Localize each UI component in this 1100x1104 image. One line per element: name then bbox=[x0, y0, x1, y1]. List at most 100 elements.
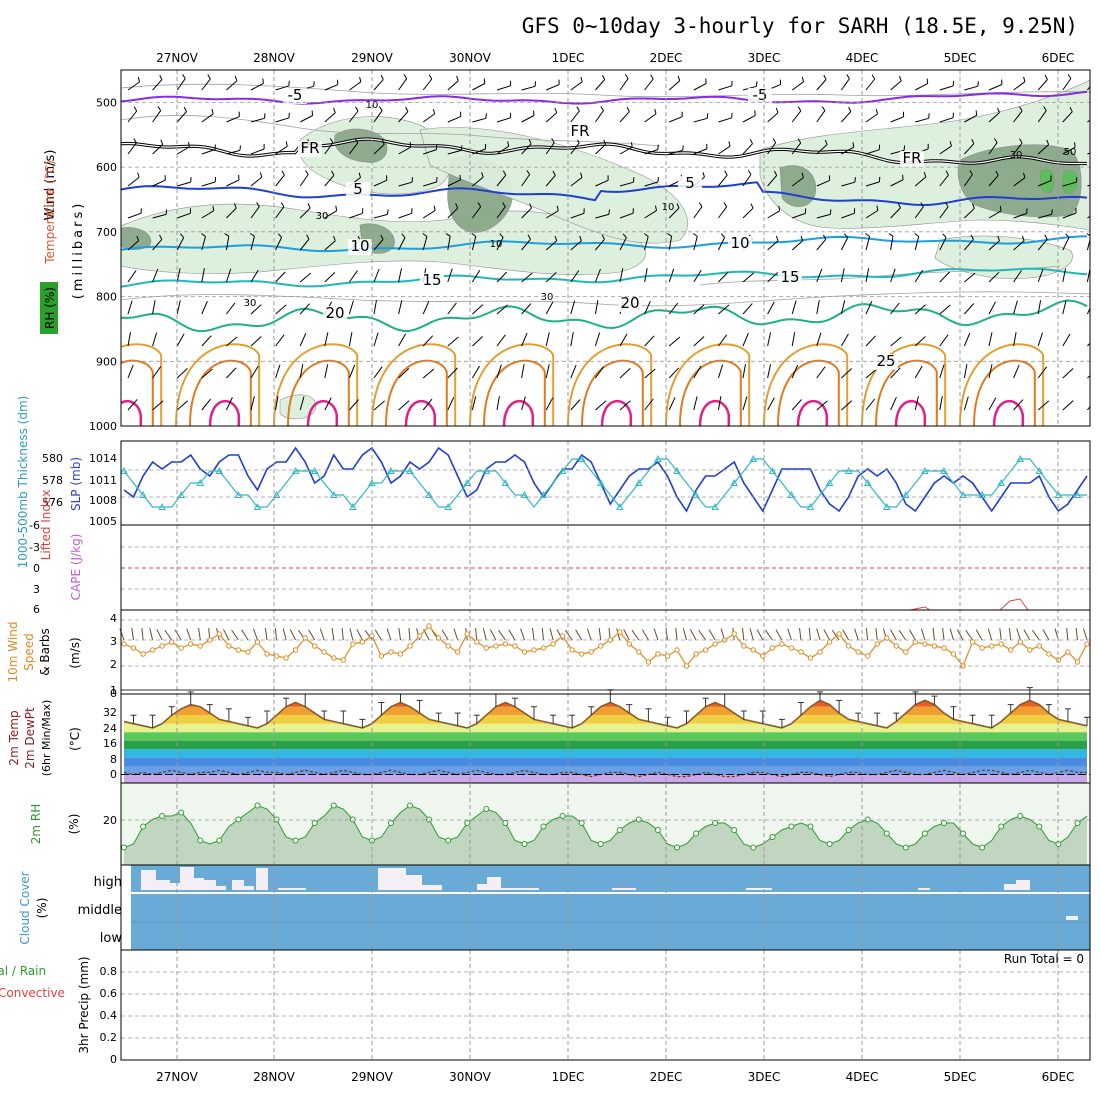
cloud-clear-patch bbox=[170, 883, 180, 890]
wind10m-point bbox=[341, 658, 345, 662]
rh2m-point bbox=[751, 845, 756, 850]
wind-barb bbox=[792, 365, 797, 378]
wind-barb-feather bbox=[406, 107, 408, 112]
wind10m-barb bbox=[654, 629, 658, 640]
wind-barb bbox=[768, 302, 775, 314]
wind10m-barb bbox=[776, 630, 782, 640]
wind10m-point bbox=[942, 646, 946, 650]
wind10m-barb bbox=[499, 630, 506, 640]
wind-barb-feather bbox=[1045, 235, 1047, 239]
wind10m-barb bbox=[542, 628, 543, 640]
wind-barb-feather bbox=[388, 209, 389, 214]
wind-barb bbox=[546, 398, 553, 410]
rh2m-point bbox=[198, 838, 203, 843]
cloud-clear-patch bbox=[406, 875, 422, 890]
wind-barb-feather bbox=[721, 234, 724, 238]
wind-barb bbox=[374, 80, 383, 90]
wind10m-point bbox=[179, 646, 183, 650]
wind-barb-feather bbox=[601, 106, 604, 110]
wind-barb-feather bbox=[627, 107, 629, 112]
wind10m-point bbox=[170, 640, 174, 644]
wind-barb bbox=[891, 397, 897, 410]
wind-barb bbox=[743, 333, 748, 346]
wind-barb-feather bbox=[404, 74, 407, 78]
wind-barb-feather bbox=[655, 109, 656, 114]
wind10m-barb bbox=[817, 629, 820, 641]
cloud-clear-patch bbox=[1016, 880, 1030, 890]
rh2m-panel bbox=[121, 783, 1090, 865]
wind10m-barb bbox=[899, 630, 906, 640]
wind-barb bbox=[226, 180, 239, 186]
ytick-li-3: 3 bbox=[33, 583, 40, 596]
wind10m-barb bbox=[743, 628, 744, 640]
wind-barb-feather bbox=[976, 110, 977, 115]
top-date-28nov: 28NOV bbox=[253, 51, 295, 65]
wind-barb-feather bbox=[751, 204, 753, 209]
wind-barb-feather bbox=[1045, 75, 1047, 80]
wind-barb-feather bbox=[802, 77, 803, 82]
wind10m-point bbox=[818, 650, 822, 654]
wind-barb-feather bbox=[625, 74, 628, 78]
wind-barb-feather bbox=[486, 113, 487, 118]
wind-barb bbox=[620, 79, 628, 90]
wind-barb-feather bbox=[724, 203, 727, 207]
temp-contour-25-9 bbox=[960, 344, 1043, 426]
wind10m-point bbox=[789, 646, 793, 650]
wind-barb-feather bbox=[729, 141, 730, 146]
wind10m-barb bbox=[332, 628, 334, 640]
label-wind10m-unit: (m/s) bbox=[68, 637, 82, 668]
rh2m-point bbox=[1037, 824, 1042, 829]
wind10m-point bbox=[656, 652, 660, 656]
temp-contour-30-3 bbox=[386, 361, 447, 426]
wind10m-point bbox=[770, 646, 774, 650]
rh2m-point bbox=[408, 803, 413, 808]
slp-thickness-panel bbox=[121, 448, 1087, 511]
wind-barb bbox=[276, 272, 286, 282]
cloud-clear-patch bbox=[1066, 916, 1078, 920]
wind10m-barb bbox=[950, 629, 953, 641]
wind-barb bbox=[128, 111, 137, 122]
top-date-5dec: 5DEC bbox=[944, 51, 977, 65]
wind10m-barb bbox=[565, 630, 572, 640]
wind-barb bbox=[472, 118, 486, 122]
rh2m-point bbox=[1018, 814, 1023, 819]
ytick-li-0: 0 bbox=[33, 562, 40, 575]
wind10m-point bbox=[456, 650, 460, 654]
wind10m-barb bbox=[490, 629, 496, 640]
ytick-thickness-578: 578 bbox=[42, 474, 63, 487]
wind-barb bbox=[349, 365, 354, 378]
temp-contour-25-5 bbox=[568, 344, 651, 426]
wind-barb bbox=[792, 332, 795, 346]
wind10m-barb bbox=[232, 630, 239, 640]
wind-barb-feather bbox=[683, 145, 684, 150]
ytick-precip-0.4: 0.4 bbox=[100, 1009, 118, 1022]
wind10m-barb bbox=[550, 628, 553, 640]
wind10m-point bbox=[875, 642, 879, 646]
wind-barb-feather bbox=[1068, 74, 1071, 78]
wind-barb-feather bbox=[847, 74, 850, 78]
wind10m-point bbox=[675, 648, 679, 652]
cloud-clear-patch bbox=[487, 877, 501, 890]
temp-contour-30-8 bbox=[876, 361, 937, 426]
wind-barb-feather bbox=[855, 177, 856, 182]
wind10m-barb bbox=[399, 628, 401, 640]
rh2m-point bbox=[255, 803, 260, 808]
wind10m-barb bbox=[1017, 629, 1021, 641]
wind10m-barb bbox=[132, 628, 134, 640]
wind-barb-feather bbox=[158, 106, 161, 110]
wind-barb bbox=[743, 208, 753, 218]
wind-barb bbox=[349, 332, 352, 346]
temp-contour-30-0 bbox=[92, 361, 153, 426]
wind-barb bbox=[128, 177, 139, 186]
wind-barb-feather bbox=[699, 203, 702, 207]
wind-barb-feather bbox=[798, 107, 801, 111]
wind10m-point bbox=[646, 660, 650, 664]
wind-barb bbox=[792, 241, 803, 250]
ytick-li-6: 6 bbox=[33, 603, 40, 616]
top-date-27nov: 27NOV bbox=[156, 51, 198, 65]
rh2m-point bbox=[980, 845, 985, 850]
wind-barb bbox=[571, 111, 580, 122]
ytick-pressure-500: 500 bbox=[96, 96, 117, 109]
wind10m-barb bbox=[1043, 630, 1049, 641]
cloud-clear-patch bbox=[501, 888, 539, 890]
